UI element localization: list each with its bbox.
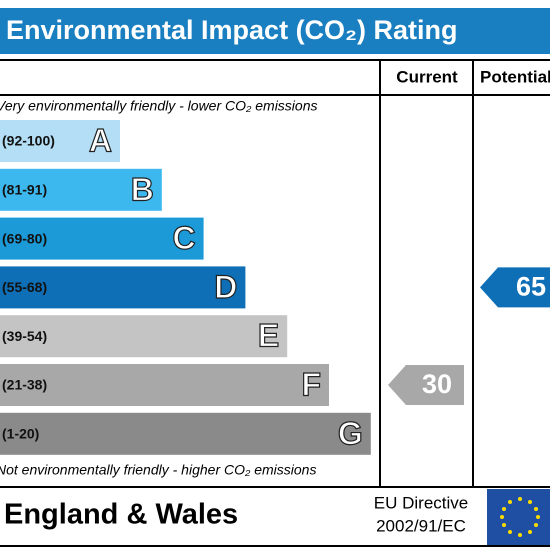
band-range: (55-68) [2, 279, 47, 295]
band-bar [0, 266, 246, 309]
band-bar [0, 364, 329, 406]
band-letter: A [89, 122, 112, 158]
potential-arrow [480, 267, 550, 308]
band-range: (69-80) [2, 230, 47, 246]
title: Environmental Impact (CO₂) Rating [6, 15, 458, 45]
eu-flag [487, 489, 550, 545]
band-range: (21-38) [2, 377, 47, 393]
column-header: Potential [480, 67, 550, 86]
band-bar [0, 217, 204, 260]
band-range: (92-100) [2, 133, 55, 149]
band-letter: C [172, 220, 195, 256]
current-arrow [388, 365, 464, 405]
directive: EU Directive [374, 493, 468, 512]
eu-stars [500, 497, 540, 537]
band-bar [0, 120, 120, 162]
band-range: (1-20) [2, 426, 39, 442]
title-bar [0, 8, 550, 54]
band-range: (39-54) [2, 328, 47, 344]
band-bar [0, 412, 371, 455]
bottom-note: Not environmentally friendly - higher CO… [0, 462, 316, 478]
potential-value: 65 [516, 272, 546, 302]
band-bar [0, 315, 288, 358]
band-letter: B [131, 171, 154, 207]
band-letter: G [338, 415, 363, 451]
column-header: Current [396, 67, 458, 86]
frame [0, 59, 550, 547]
band-letter: E [258, 318, 279, 354]
region: England & Wales [4, 499, 238, 531]
top-note: Very environmentally friendly - lower CO… [0, 98, 317, 114]
band-range: (81-91) [2, 182, 47, 198]
current-value: 30 [422, 369, 452, 399]
directive-number: 2002/91/EC [376, 516, 466, 535]
band-letter: D [214, 269, 237, 305]
band-letter: F [301, 366, 321, 402]
band-bar [0, 168, 162, 211]
